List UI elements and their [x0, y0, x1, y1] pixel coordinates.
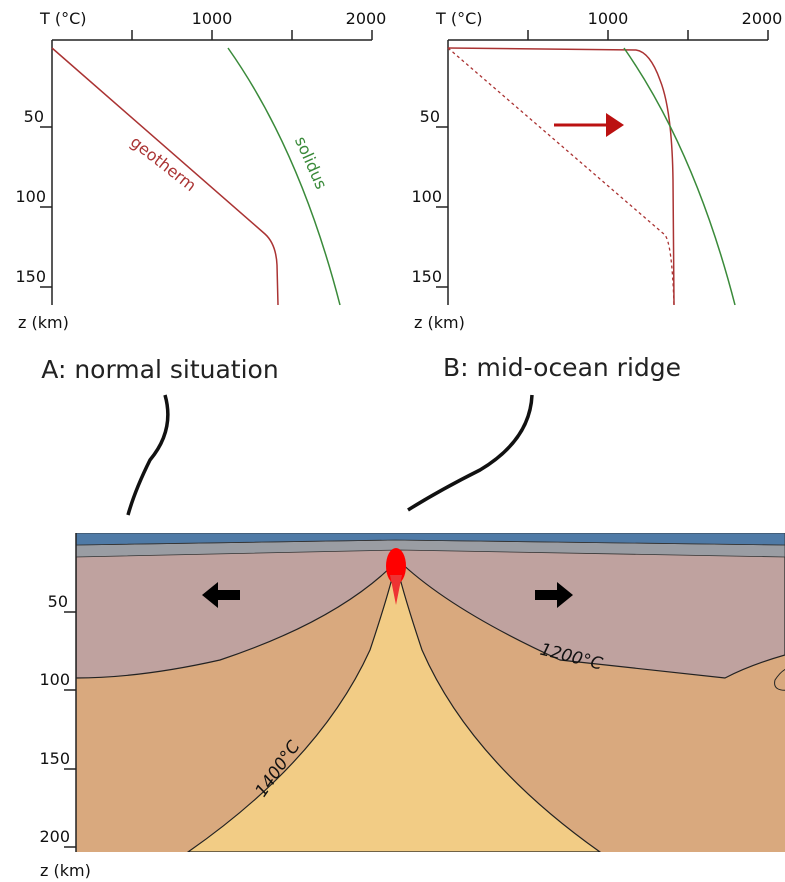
x-tick-label: 1000 — [192, 9, 233, 28]
connector — [128, 395, 168, 515]
axis-title-y: z (km) — [414, 313, 465, 332]
solidus-curve — [624, 48, 735, 305]
axes — [64, 533, 76, 852]
curve-label: geotherm — [127, 132, 200, 195]
axis-title-y: z (km) — [40, 861, 91, 880]
axis-title-x: T (°C) — [39, 9, 87, 28]
y-tick-label: 50 — [24, 107, 44, 126]
x-tick-label: 2000 — [742, 9, 783, 28]
geotherm-curve — [448, 48, 674, 305]
y-tick-label: 150 — [39, 749, 70, 768]
panel-a: T (°C) 1000 2000 50 100 150 z (km) geoth… — [15, 9, 386, 384]
y-tick-label: 100 — [15, 187, 46, 206]
cross-section: 1200°C 1400°C — [76, 533, 785, 852]
y-tick-label: 100 — [411, 187, 442, 206]
y-tick-label: 150 — [15, 267, 46, 286]
diagram: T (°C) 1000 2000 50 100 150 z (km) geoth… — [0, 0, 785, 882]
panel-b: T (°C) 1000 2000 50 100 150 z (km) B: mi… — [411, 9, 782, 382]
page: {"panels": [ {"axis_title_x": "T (°C)", … — [0, 0, 785, 882]
y-tick-label: 150 — [411, 267, 442, 286]
caption: A: normal situation — [41, 355, 278, 384]
axis-title-x: T (°C) — [435, 9, 483, 28]
y-tick-label: 50 — [48, 592, 68, 611]
x-tick-label: 2000 — [346, 9, 387, 28]
axes — [436, 30, 768, 305]
normal-geotherm — [448, 48, 674, 305]
axis-title-y: z (km) — [18, 313, 69, 332]
y-tick-label: 100 — [39, 670, 70, 689]
y-tick-label: 200 — [39, 827, 70, 846]
connector — [408, 395, 532, 510]
curve-label: solidus — [291, 133, 331, 192]
x-tick-label: 1000 — [588, 9, 629, 28]
arrow-head — [606, 113, 624, 137]
y-tick-label: 50 — [420, 107, 440, 126]
caption: B: mid-ocean ridge — [443, 353, 681, 382]
